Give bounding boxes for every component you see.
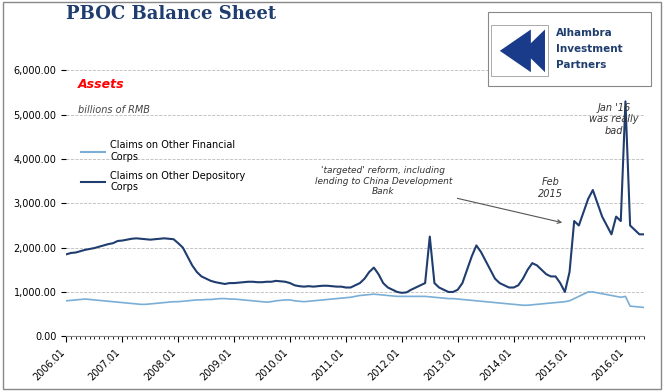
Text: PBOC Balance Sheet: PBOC Balance Sheet [66,5,276,23]
Text: 'targeted' reform, including
lending to China Development
Bank: 'targeted' reform, including lending to … [315,166,561,223]
Text: Feb
2015: Feb 2015 [539,177,564,199]
Text: Alhambra: Alhambra [556,27,613,38]
Text: Partners: Partners [556,60,607,70]
Text: billions of RMB: billions of RMB [78,105,150,115]
Text: Assets: Assets [78,78,125,91]
Legend: Claims on Other Financial
Corps, Claims on Other Depository
Corps: Claims on Other Financial Corps, Claims … [77,136,249,196]
Text: Jan '16
was really
bad: Jan '16 was really bad [589,102,639,136]
Text: Investment: Investment [556,44,623,54]
